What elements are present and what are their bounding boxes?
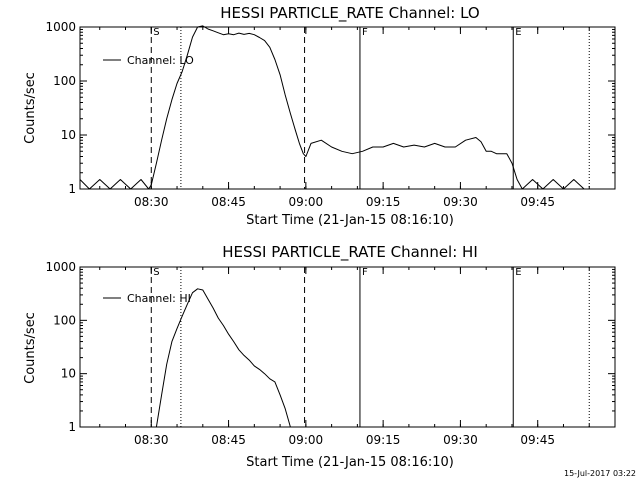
y-tick-label: 10 — [61, 367, 76, 381]
plot-frame — [79, 26, 616, 190]
x-tick-label: 08:30 — [134, 433, 169, 447]
timestamp-label: 15-Jul-2017 03:22 — [564, 469, 636, 478]
x-tick-label: 09:00 — [289, 195, 324, 209]
y-tick-label: 1 — [68, 420, 76, 434]
chart-marks: 08:30 08:45 09:00 09:15 09:30 09:45 1 10 100 1000… — [45, 20, 616, 209]
x-tick-label: 09:45 — [520, 195, 555, 209]
event-marker-label: S — [153, 27, 159, 38]
y-tick-label: 10 — [61, 128, 76, 142]
y-tick-label: 100 — [53, 313, 76, 327]
x-tick-label: 09:15 — [366, 433, 401, 447]
chart-title: HESSI PARTICLE_RATE Channel: LO — [220, 4, 479, 23]
event-marker-label: F — [362, 267, 368, 278]
y-axis-label: Counts/sec — [23, 72, 38, 144]
x-axis-label: Start Time (21-Jan-15 08:16:10) — [246, 455, 454, 470]
y-tick-label: 1000 — [45, 20, 76, 34]
y-tick-label: 1000 — [45, 260, 76, 274]
legend: Channel: LO — [103, 54, 194, 67]
x-tick-label: 09:30 — [443, 433, 478, 447]
event-marker-label: F — [362, 27, 368, 38]
plot-frame — [79, 266, 616, 428]
event-marker-label: E — [515, 267, 521, 278]
series-line — [155, 288, 291, 428]
chart-title: HESSI PARTICLE_RATE Channel: HI — [222, 243, 478, 262]
x-tick-label: 09:30 — [443, 195, 478, 209]
x-tick-label: 08:30 — [134, 195, 169, 209]
panel-lo: HESSI PARTICLE_RATE Channel: LO Start Ti… — [23, 4, 616, 228]
panel-hi: HESSI PARTICLE_RATE Channel: HI Start Ti… — [23, 243, 616, 470]
x-tick-label: 09:15 — [366, 195, 401, 209]
y-tick-label: 100 — [53, 74, 76, 88]
legend-label: Channel: HI — [127, 292, 191, 305]
series-line — [79, 25, 595, 190]
x-tick-label: 08:45 — [211, 433, 246, 447]
x-tick-label: 09:00 — [289, 433, 324, 447]
legend: Channel: HI — [103, 292, 191, 305]
y-axis-label: Counts/sec — [23, 312, 38, 384]
legend-label: Channel: LO — [127, 54, 194, 67]
x-axis-label: Start Time (21-Jan-15 08:16:10) — [246, 213, 454, 228]
x-tick-label: 09:45 — [520, 433, 555, 447]
event-marker-label: E — [515, 27, 521, 38]
x-tick-label: 08:45 — [211, 195, 246, 209]
chart-marks: 08:30 08:45 09:00 09:15 09:30 09:45 1 10 100 1000… — [45, 260, 616, 447]
y-tick-label: 1 — [68, 182, 76, 196]
event-marker-label: S — [153, 267, 159, 278]
